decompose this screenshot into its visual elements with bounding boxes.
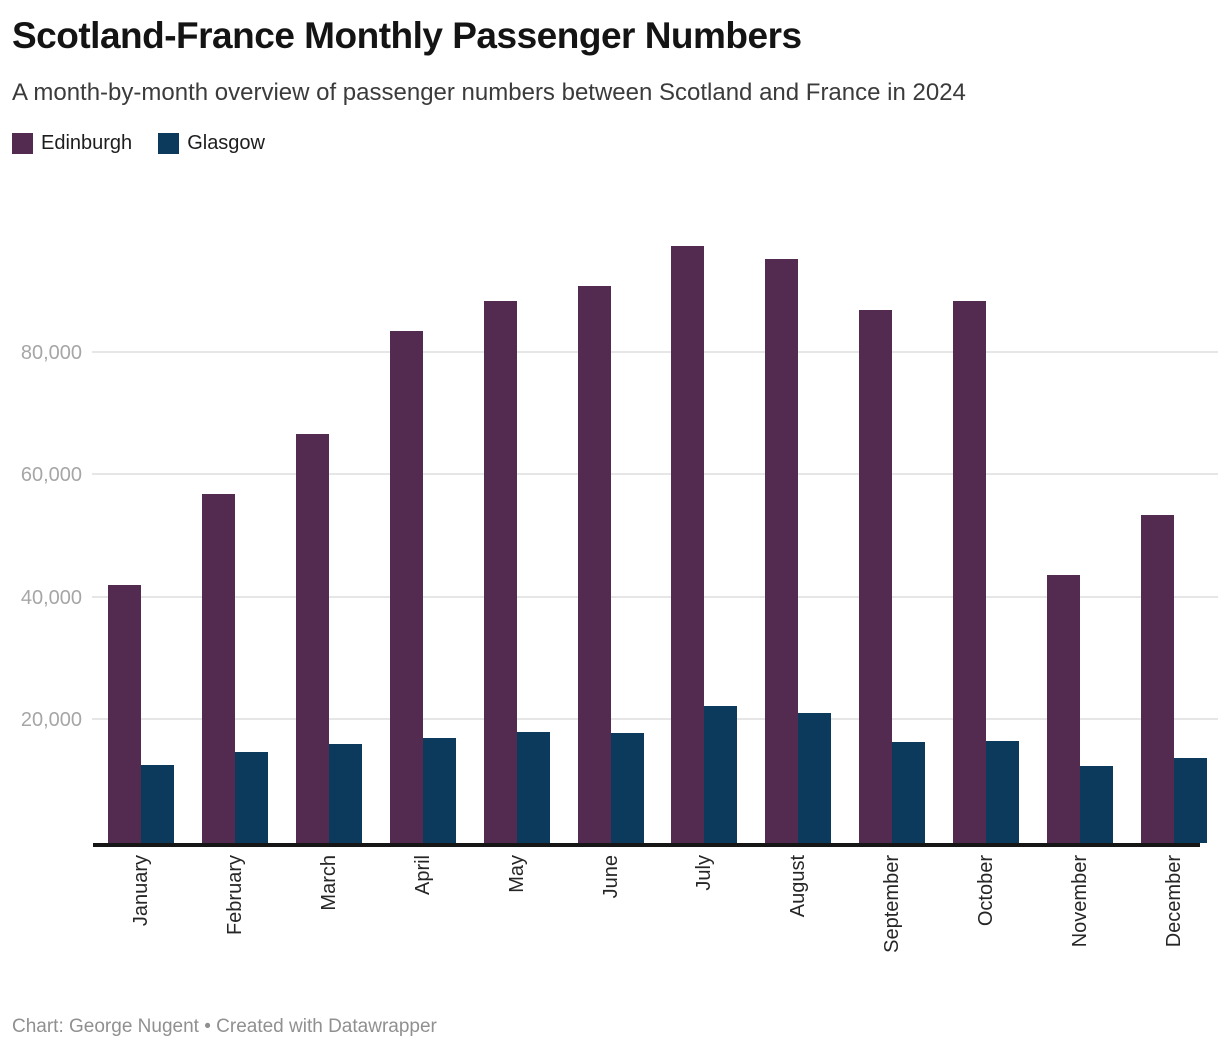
chart-subtitle: A month-by-month overview of passenger n… <box>12 79 966 106</box>
x-axis-label-august: August <box>787 855 810 918</box>
bar-edinburgh-october[interactable] <box>953 301 987 843</box>
bar-edinburgh-march[interactable] <box>295 434 329 843</box>
x-axis-label-july: July <box>693 855 716 891</box>
y-axis-label-80000: 80,000 <box>20 341 82 364</box>
bar-glasgow-march[interactable] <box>328 744 362 843</box>
legend-item-edinburgh: Edinburgh <box>12 132 132 155</box>
x-axis-label-may: May <box>505 855 528 893</box>
x-axis-label-april: April <box>411 855 434 896</box>
bar-edinburgh-july[interactable] <box>671 245 705 843</box>
bar-glasgow-may[interactable] <box>516 732 550 843</box>
x-axis-label-february: February <box>223 855 246 936</box>
legend: Edinburgh Glasgow <box>12 132 1208 155</box>
bar-glasgow-august[interactable] <box>798 713 832 843</box>
y-axis-label-40000: 40,000 <box>20 586 82 609</box>
x-axis-label-october: October <box>975 855 998 927</box>
bar-edinburgh-february[interactable] <box>201 494 235 843</box>
plot-area: 20,000 40,000 60,000 80,000 January February M… <box>21 200 1218 953</box>
bar-glasgow-february[interactable] <box>234 752 268 843</box>
y-axis-label-20000: 20,000 <box>20 709 82 732</box>
bar-glasgow-december[interactable] <box>1173 757 1207 843</box>
bar-glasgow-january[interactable] <box>141 765 174 843</box>
x-axis-label-november: November <box>1069 855 1091 948</box>
x-axis-line <box>93 843 1200 847</box>
chart-title: Scotland-France Monthly Passenger Number… <box>12 15 802 56</box>
gridline-20000 <box>92 718 1218 721</box>
legend-label-edinburgh: Edinburgh <box>41 132 133 154</box>
gridline-80000 <box>92 350 1218 353</box>
bar-glasgow-july[interactable] <box>704 706 738 843</box>
bar-edinburgh-november[interactable] <box>1047 574 1080 843</box>
bar-edinburgh-august[interactable] <box>765 259 799 843</box>
legend-item-glasgow: Glasgow <box>158 132 265 155</box>
x-axis-label-september: September <box>881 855 904 953</box>
bar-glasgow-september[interactable] <box>892 741 926 843</box>
x-axis-label-january: January <box>130 855 152 927</box>
bar-glasgow-june[interactable] <box>610 733 644 843</box>
legend-swatch-glasgow <box>158 133 180 154</box>
bar-glasgow-november[interactable] <box>1080 765 1113 843</box>
legend-swatch-edinburgh <box>12 133 33 154</box>
bar-edinburgh-june[interactable] <box>577 286 611 843</box>
bar-edinburgh-april[interactable] <box>389 331 423 843</box>
x-axis-label-june: June <box>599 855 622 899</box>
bar-edinburgh-january[interactable] <box>108 584 141 843</box>
bar-edinburgh-september[interactable] <box>859 309 893 843</box>
bar-edinburgh-may[interactable] <box>483 300 517 843</box>
bar-glasgow-october[interactable] <box>986 740 1020 843</box>
x-axis-label-march: March <box>317 855 340 911</box>
bar-glasgow-april[interactable] <box>422 737 456 843</box>
legend-label-glasgow: Glasgow <box>187 132 265 154</box>
gridline-40000 <box>92 595 1218 598</box>
chart-footer: Chart: George Nugent • Created with Data… <box>12 1016 437 1037</box>
gridline-60000 <box>92 473 1218 476</box>
y-axis-label-60000: 60,000 <box>20 464 82 487</box>
bar-edinburgh-december[interactable] <box>1140 515 1174 843</box>
x-axis-label-december: December <box>1162 855 1185 948</box>
chart-header: Scotland-France Monthly Passenger Number… <box>0 0 1220 155</box>
